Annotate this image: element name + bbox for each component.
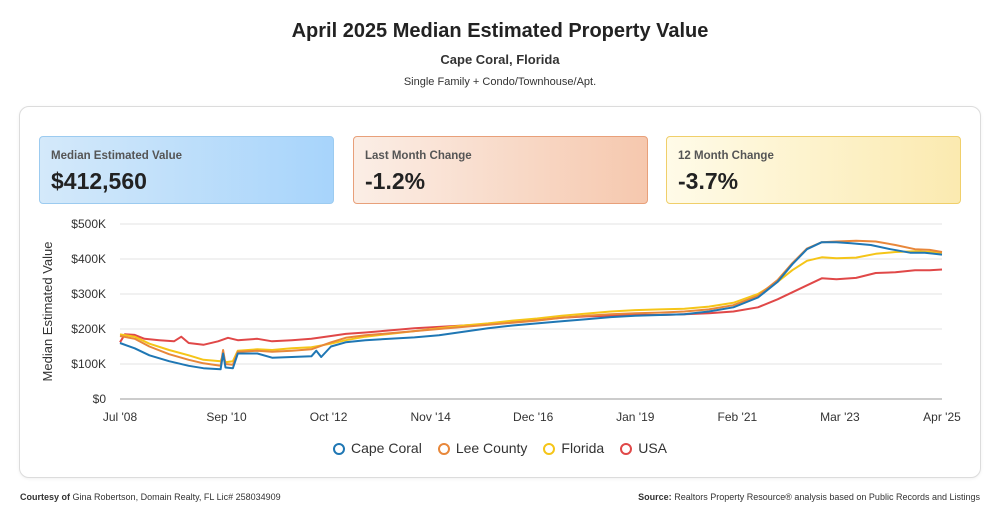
x-tick-label: Dec '16 <box>513 410 554 424</box>
y-tick-label: $100K <box>71 357 106 371</box>
source-footer: Source: Realtors Property Resource® anal… <box>638 492 980 502</box>
legend: Cape Coral Lee County Florida USA <box>0 440 1000 456</box>
y-tick-label: $400K <box>71 252 106 266</box>
legend-item-cape-coral[interactable]: Cape Coral <box>332 440 422 456</box>
legend-label-lee-county: Lee County <box>455 440 528 456</box>
median-value: $412,560 <box>51 168 147 194</box>
x-tick-label: Feb '21 <box>718 410 758 424</box>
twelve-month-change-label: 12 Month Change <box>678 150 774 162</box>
median-value-label: Median Estimated Value <box>51 150 183 162</box>
x-tick-label: Jul '08 <box>103 410 138 424</box>
courtesy-footer: Courtesy of Gina Robertson, Domain Realt… <box>20 492 281 502</box>
legend-swatch-cape-coral <box>332 442 345 455</box>
y-tick-label: $0 <box>93 392 107 406</box>
twelve-month-change-value: -3.7% <box>678 168 739 194</box>
courtesy-text: Gina Robertson, Domain Realty, FL Lic# 2… <box>72 492 281 502</box>
property-type-subtitle: Single Family + Condo/Townhouse/Apt. <box>403 76 597 88</box>
x-tick-label: Oct '12 <box>310 410 348 424</box>
last-month-change-value: -1.2% <box>365 168 426 194</box>
legend-swatch-florida <box>543 442 556 455</box>
series-line-lee-county <box>119 239 943 367</box>
location-subtitle: Cape Coral, Florida <box>440 52 560 67</box>
series-line-usa <box>119 268 943 346</box>
chart-title: April 2025 Median Estimated Property Val… <box>291 20 709 42</box>
y-tick-label: $200K <box>71 322 106 336</box>
legend-label-florida: Florida <box>561 440 605 456</box>
legend-label-usa: USA <box>638 440 668 456</box>
x-tick-label: Mar '23 <box>820 410 860 424</box>
courtesy-label: Courtesy of <box>20 492 71 502</box>
legend-item-florida[interactable]: Florida <box>543 440 604 456</box>
source-text: Realtors Property Resource® analysis bas… <box>674 492 980 502</box>
x-tick-label: Apr '25 <box>923 410 961 424</box>
last-month-change-card: Last Month Change -1.2% <box>353 136 648 204</box>
y-tick-label: $500K <box>71 217 106 231</box>
x-tick-label: Jan '19 <box>616 410 655 424</box>
series-line-cape-coral <box>119 241 943 371</box>
legend-item-lee-county[interactable]: Lee County <box>437 440 528 456</box>
legend-item-usa[interactable]: USA <box>620 440 667 456</box>
median-value-card: Median Estimated Value $412,560 <box>39 136 334 204</box>
source-label: Source: <box>638 492 672 502</box>
x-tick-label: Sep '10 <box>206 410 247 424</box>
series-line-florida <box>119 250 943 364</box>
twelve-month-change-card: 12 Month Change -3.7% <box>666 136 961 204</box>
x-tick-label: Nov '14 <box>410 410 451 424</box>
legend-label-cape-coral: Cape Coral <box>350 440 422 456</box>
legend-swatch-lee-county <box>437 442 450 455</box>
last-month-change-label: Last Month Change <box>365 150 472 162</box>
legend-swatch-usa <box>620 442 633 455</box>
y-tick-label: $300K <box>71 287 106 301</box>
y-axis-label: Median Estimated Value <box>40 242 55 382</box>
